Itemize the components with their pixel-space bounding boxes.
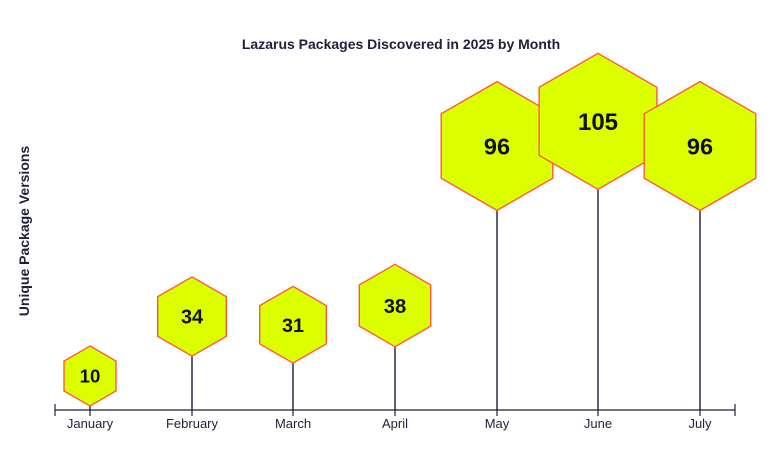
- hexagon-marker-april: [358, 263, 432, 348]
- value-label-june: 105: [578, 109, 618, 136]
- x-tick-label-april: April: [382, 416, 408, 431]
- x-tick-label-january: January: [67, 416, 114, 431]
- chart-marks: 10 January 34 February 31 March 38 April 96 May 10…: [63, 52, 757, 431]
- hexagon-marker-january: [63, 345, 117, 407]
- y-axis-label: Unique Package Versions: [16, 146, 32, 317]
- hexagon-marker-february: [156, 276, 228, 357]
- x-tick-label-march: March: [275, 416, 311, 431]
- x-tick-label-june: June: [584, 416, 612, 431]
- x-tick-label-july: July: [688, 416, 712, 431]
- value-label-april: 38: [384, 296, 406, 318]
- value-label-march: 31: [282, 315, 304, 337]
- hexagon-marker-march: [259, 285, 327, 364]
- value-label-january: 10: [80, 366, 101, 387]
- hexagon-marker-june: [538, 52, 658, 191]
- x-tick-label-february: February: [166, 416, 219, 431]
- chart-title: Lazarus Packages Discovered in 2025 by M…: [242, 36, 560, 52]
- value-label-may: 96: [484, 133, 510, 159]
- x-tick-label-may: May: [485, 416, 510, 431]
- value-label-july: 96: [687, 133, 713, 159]
- hexagon-marker-july: [643, 80, 757, 212]
- value-label-february: 34: [181, 307, 203, 329]
